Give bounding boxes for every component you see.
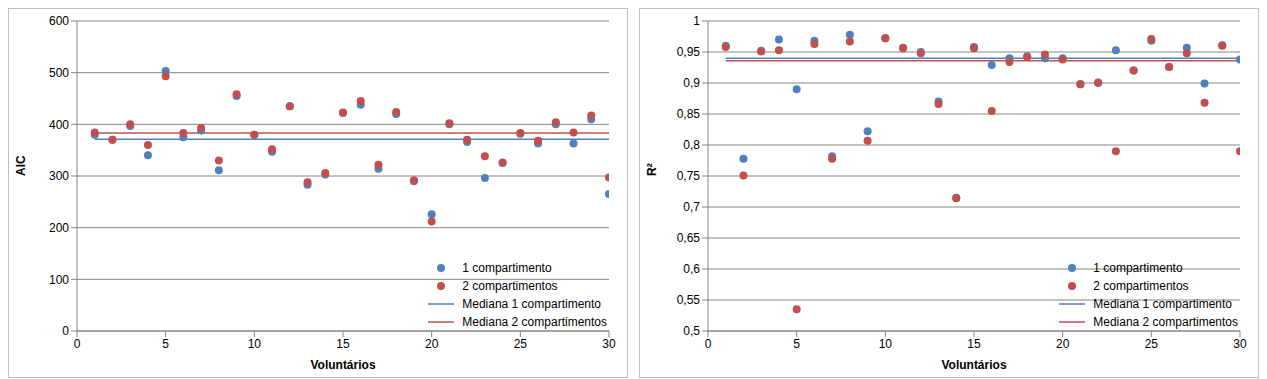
- svg-text:15: 15: [967, 337, 981, 351]
- html-text:2 compartimentos: 2 compartimentos: [462, 279, 558, 293]
- svg-text:10: 10: [248, 337, 262, 351]
- svg-text:25: 25: [514, 337, 528, 351]
- svg-text:0,55: 0,55: [677, 293, 701, 307]
- svg-text:0,85: 0,85: [677, 107, 701, 121]
- svg-text:300: 300: [49, 169, 69, 183]
- svg-text:30: 30: [1233, 337, 1247, 351]
- html-text:Mediana 1 compartimento: Mediana 1 compartimento: [1093, 297, 1232, 311]
- svg-text:200: 200: [49, 221, 69, 235]
- svg-text:0: 0: [705, 337, 712, 351]
- svg-text:0,95: 0,95: [677, 45, 701, 59]
- html-text:Mediana 2 compartimentos: Mediana 2 compartimentos: [462, 315, 607, 329]
- svg-text:15: 15: [336, 337, 350, 351]
- svg-text:AIC: AIC: [14, 155, 28, 176]
- svg-text:R²: R²: [645, 163, 659, 176]
- svg-text:10: 10: [879, 337, 893, 351]
- svg-text:20: 20: [425, 337, 439, 351]
- svg-text:600: 600: [49, 14, 69, 28]
- svg-text:5: 5: [793, 337, 800, 351]
- svg-text:20: 20: [1056, 337, 1070, 351]
- svg-text:0,75: 0,75: [677, 169, 701, 183]
- svg-text:100: 100: [49, 273, 69, 287]
- html-text:1 compartimento: 1 compartimento: [462, 261, 552, 275]
- svg-text:30: 30: [602, 337, 616, 351]
- html-text:Mediana 1 compartimento: Mediana 1 compartimento: [462, 297, 601, 311]
- svg-text:5: 5: [162, 337, 169, 351]
- svg-text:1: 1: [693, 14, 700, 28]
- svg-text:25: 25: [1145, 337, 1159, 351]
- svg-text:0: 0: [74, 337, 81, 351]
- svg-text:Voluntários: Voluntários: [310, 358, 375, 372]
- svg-text:0,5: 0,5: [683, 324, 700, 338]
- html-text:2 compartimentos: 2 compartimentos: [1093, 279, 1189, 293]
- svg-text:0: 0: [62, 324, 69, 338]
- svg-text:500: 500: [49, 66, 69, 80]
- svg-text:0,6: 0,6: [683, 262, 700, 276]
- svg-text:0,65: 0,65: [677, 231, 701, 245]
- svg-text:0,8: 0,8: [683, 138, 700, 152]
- html-text:1 compartimento: 1 compartimento: [1093, 261, 1183, 275]
- html-text:Mediana 2 compartimentos: Mediana 2 compartimentos: [1093, 315, 1238, 329]
- svg-text:0,7: 0,7: [683, 200, 700, 214]
- svg-text:400: 400: [49, 118, 69, 132]
- svg-text:Voluntários: Voluntários: [941, 358, 1006, 372]
- svg-text:0,9: 0,9: [683, 76, 700, 90]
